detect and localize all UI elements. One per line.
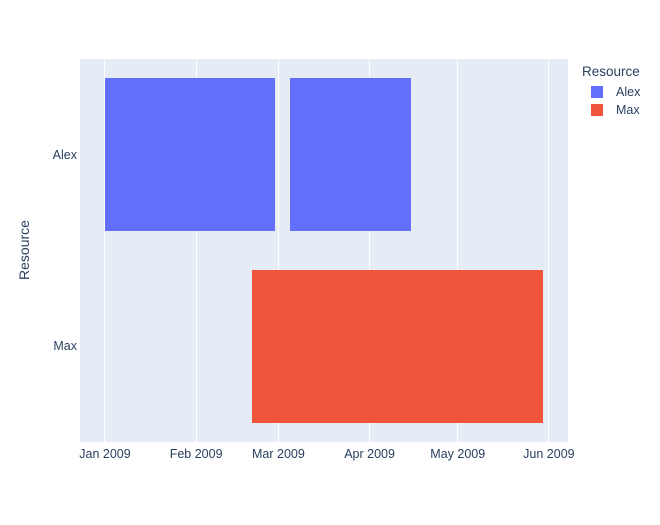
legend-swatch-icon (591, 86, 603, 98)
gantt-bar-alex-0[interactable] (104, 78, 276, 232)
legend: Resource Alex Max (582, 63, 640, 119)
x-tick-label: Jan 2009 (79, 447, 131, 461)
y-axis-title: Resource (16, 220, 32, 280)
legend-item-max[interactable]: Max (582, 101, 640, 119)
plot-area[interactable] (80, 59, 568, 442)
gantt-bar-max-2[interactable] (251, 269, 543, 423)
legend-items: Alex Max (582, 83, 640, 119)
x-tick-label: May 2009 (430, 447, 486, 461)
x-tick-label: Jun 2009 (523, 447, 575, 461)
x-tick-label: Mar 2009 (252, 447, 305, 461)
legend-item-label: Max (616, 103, 640, 117)
y-tick-label: Alex (52, 147, 77, 162)
gantt-bar-alex-1[interactable] (290, 78, 411, 232)
gridline (457, 59, 459, 442)
gridline (277, 59, 279, 442)
y-tick-label: Max (53, 339, 77, 354)
gridline (104, 59, 106, 442)
legend-title: Resource (582, 64, 640, 79)
legend-swatch-icon (591, 104, 603, 116)
gridline (195, 59, 197, 442)
x-tick-label: Apr 2009 (344, 447, 395, 461)
legend-item-alex[interactable]: Alex (582, 83, 640, 101)
x-tick-label: Feb 2009 (169, 447, 223, 461)
gridline (548, 59, 550, 442)
gridline (369, 59, 371, 442)
legend-item-label: Alex (616, 85, 641, 99)
